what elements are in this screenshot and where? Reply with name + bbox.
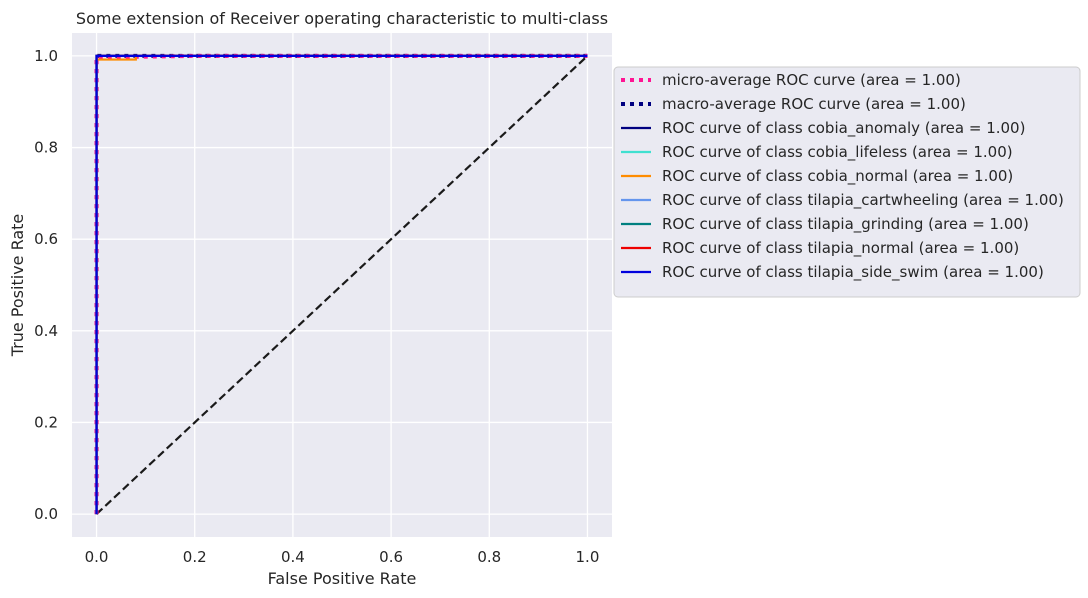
chart-title: Some extension of Receiver operating cha… bbox=[76, 9, 608, 28]
reference-diagonal-line bbox=[95, 55, 589, 515]
legend-entry-label: ROC curve of class tilapia_cartwheeling … bbox=[662, 191, 1064, 210]
legend: micro-average ROC curve (area = 1.00) mac… bbox=[613, 66, 1081, 298]
grid bbox=[72, 33, 612, 537]
x-tick-label: 0.2 bbox=[183, 548, 207, 566]
legend-box bbox=[613, 66, 1081, 298]
y-tick-label: 0.4 bbox=[34, 322, 58, 340]
y-tick-label: 0.8 bbox=[34, 139, 58, 157]
y-tick-label: 1.0 bbox=[34, 47, 58, 65]
legend-entry-label: ROC curve of class cobia_normal (area = … bbox=[662, 167, 1013, 186]
legend-entry-label: micro-average ROC curve (area = 1.00) bbox=[662, 71, 961, 89]
legend-entry-label: ROC curve of class cobia_anomaly (area =… bbox=[662, 119, 1025, 138]
y-axis-label: True Positive Rate bbox=[8, 214, 27, 358]
x-tick-label: 0.8 bbox=[477, 548, 501, 566]
y-tick-label: 0.0 bbox=[34, 505, 58, 523]
x-axis-label: False Positive Rate bbox=[268, 569, 417, 588]
x-tick-label: 0.4 bbox=[281, 548, 305, 566]
legend-entry-label: ROC curve of class cobia_lifeless (area … bbox=[662, 143, 1013, 162]
series-lines bbox=[94, 53, 589, 515]
y-tick-label: 0.6 bbox=[34, 230, 58, 248]
tick-labels: 0.0 0.2 0.4 0.6 0.8 1.0 0.0 0.2 0.4 0.6 0.8 1.0 bbox=[34, 47, 599, 566]
legend-entry-label: ROC curve of class tilapia_side_swim (ar… bbox=[662, 263, 1044, 282]
x-tick-label: 0.0 bbox=[85, 548, 109, 566]
x-tick-label: 0.6 bbox=[379, 548, 403, 566]
legend-entry-label: macro-average ROC curve (area = 1.00) bbox=[662, 95, 966, 113]
series-line-8 bbox=[95, 54, 588, 515]
y-tick-label: 0.2 bbox=[34, 413, 58, 431]
legend-entry-label: ROC curve of class tilapia_normal (area … bbox=[662, 239, 1019, 258]
legend-entry-label: ROC curve of class tilapia_grinding (are… bbox=[662, 215, 1029, 234]
x-tick-label: 1.0 bbox=[576, 548, 600, 566]
